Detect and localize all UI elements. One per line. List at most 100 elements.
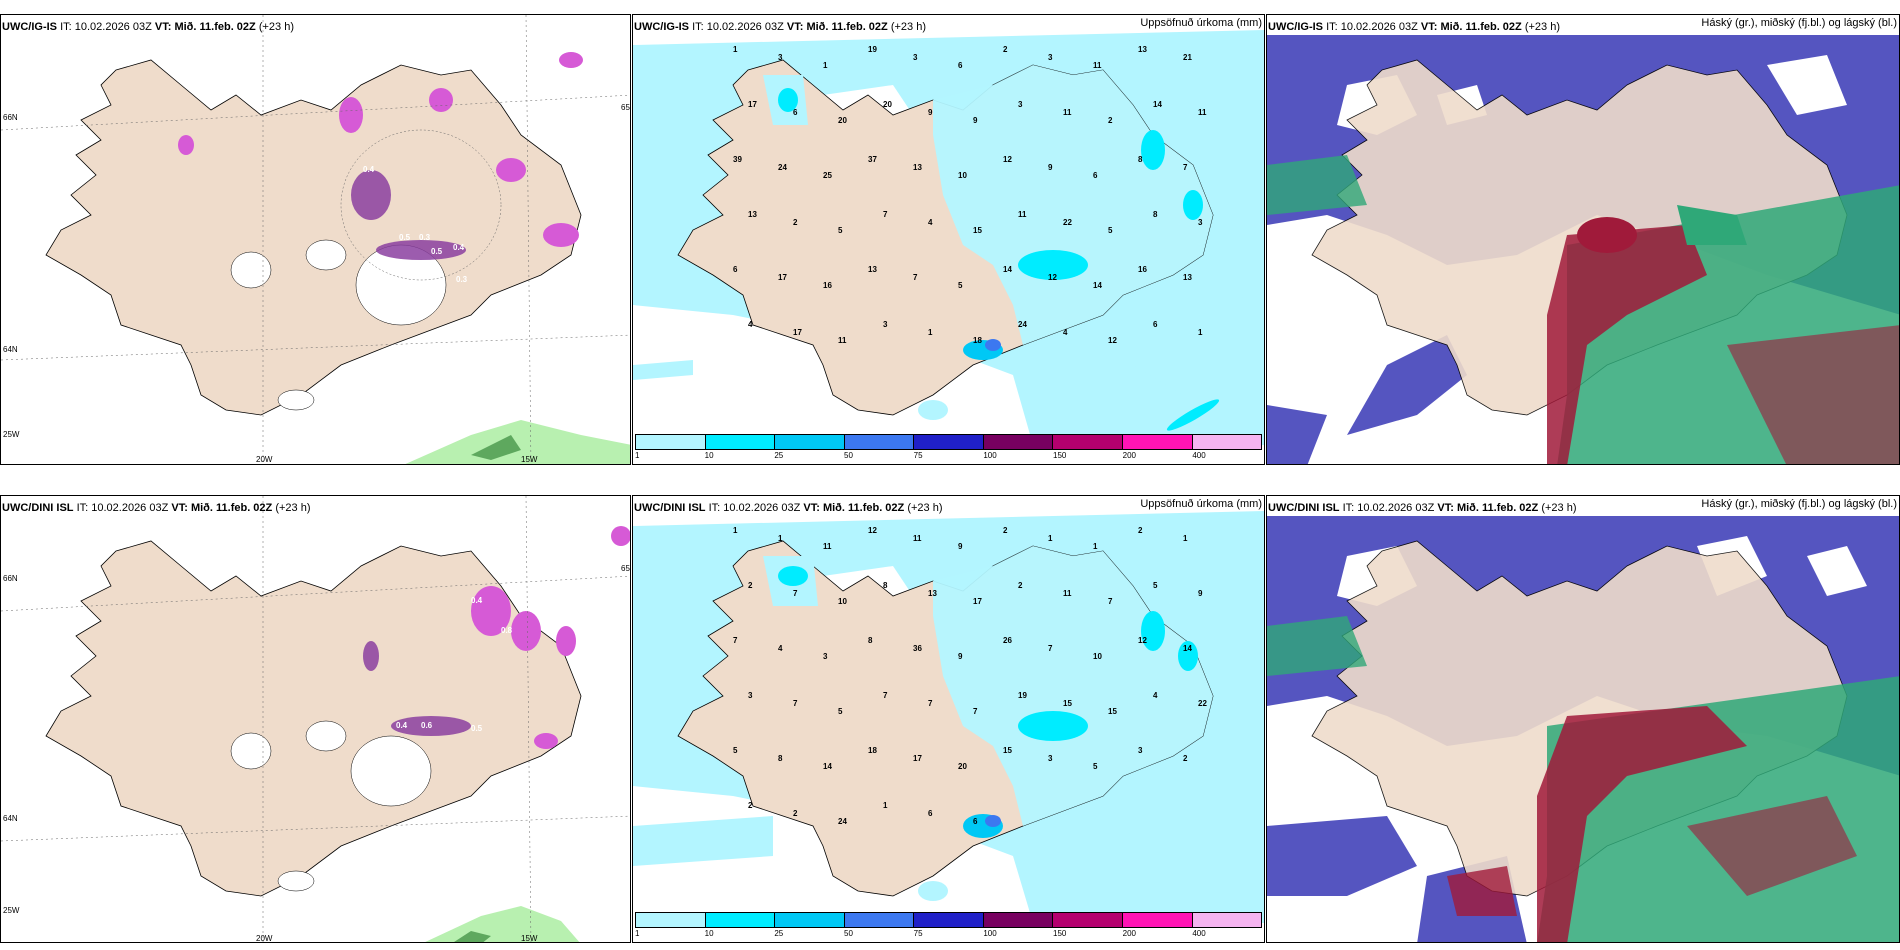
precip-amount-label: 25	[823, 171, 832, 180]
precip-amount-label: 14	[1093, 281, 1102, 290]
it-label: IT:	[692, 21, 704, 33]
colorbar-segment	[914, 435, 984, 449]
precip-amount-label: 14	[1153, 100, 1162, 109]
colorbar-segment	[983, 913, 1054, 927]
precip-amount-label: 10	[838, 597, 847, 606]
it-value: 10.02.2026 03Z	[1340, 21, 1418, 33]
precip-amount-label: 11	[1198, 108, 1207, 117]
it-label: IT:	[1342, 502, 1355, 514]
vt-value: Mið. 11.feb. 02Z	[822, 502, 905, 514]
colorbar-tick-label: 50	[844, 451, 853, 460]
precip-amount-label: 10	[958, 171, 967, 180]
precip-amount-label: 1	[1198, 328, 1203, 337]
precip-amount-label: 7	[1108, 597, 1113, 606]
precip-amount-label: 2	[1018, 581, 1023, 590]
colorbar-tick-label: 200	[1122, 929, 1137, 938]
precip-amount-label: 14	[1003, 265, 1012, 274]
panel-title-right: Háský (gr.), miðský (fj.bl.) og lágský (…	[1701, 498, 1897, 510]
precip-amount-label: 17	[973, 597, 982, 606]
precip-amount-label: 12	[1003, 155, 1012, 164]
precip-amount-label: 3	[1198, 218, 1203, 227]
precip-amount-label: 6	[958, 61, 963, 70]
precip-amount-label: 11	[1063, 589, 1072, 598]
it-value: 10.02.2026 03Z	[91, 502, 169, 514]
precip-amount-label: 7	[883, 210, 888, 219]
colorbar-labels: 1 10 25 50 75 100 150 200 400	[635, 451, 1262, 463]
lat-label-65n: 65N	[621, 564, 630, 573]
precip-amount-label: 6	[973, 817, 978, 826]
colorbar-segment	[844, 913, 915, 927]
precip-amount-label: 16	[1138, 265, 1147, 274]
precip-amount-label: 9	[973, 116, 978, 125]
colorbar-tick-label: 400	[1192, 451, 1206, 460]
precip-amount-label: 7	[793, 699, 798, 708]
colorbar-segment	[983, 435, 1054, 449]
colorbar-segment	[636, 913, 706, 927]
colorbar-tick-label: 100	[983, 929, 997, 938]
precip-amount-label: 6	[733, 265, 738, 274]
precip-value: 0.4	[471, 596, 483, 605]
precip-amount-label: 2	[1183, 754, 1188, 763]
lead-time: (+23 h)	[1524, 21, 1560, 33]
precip-amount-label: 1	[1183, 534, 1188, 543]
precip-value: 0.4	[363, 165, 375, 174]
precip-amount-label: 3	[778, 53, 783, 62]
map-panel-top-left: 66N 65N 64N 20W 15W 25W 0.5 0.3 0.4 0.5 …	[0, 14, 631, 465]
vt-value: Mið. 11.feb. 02Z	[190, 502, 273, 514]
precip-amount-label: 7	[883, 691, 888, 700]
precip-amount-label: 19	[868, 45, 877, 54]
vt-value: Mið. 11.feb. 02Z	[1456, 502, 1539, 514]
panel-header: UWC/IG-IS IT: 10.02.2026 03Z VT: Mið. 11…	[634, 21, 926, 33]
precip-amount-label: 17	[913, 754, 922, 763]
precip-value: 0.4	[453, 243, 465, 252]
precip-amount-label: 20	[883, 100, 892, 109]
colorbar-segment	[1192, 913, 1262, 927]
precip-amount-label: 13	[748, 210, 757, 219]
precip-amount-label: 7	[913, 273, 918, 282]
it-value: 10.02.2026 03Z	[1357, 502, 1435, 514]
precip-amount-label: 16	[823, 281, 832, 290]
precip-amount-label: 1	[1093, 542, 1098, 551]
precip-amount-label: 12	[1138, 636, 1147, 645]
precip-amount-label: 5	[733, 746, 738, 755]
it-label: IT:	[76, 502, 89, 514]
precip-amount-label: 11	[1063, 108, 1072, 117]
precip-amount-label: 8	[883, 581, 888, 590]
precip-amount-label: 3	[883, 320, 888, 329]
lat-label-65n: 65N	[621, 103, 630, 112]
precip-amount-label: 13	[928, 589, 937, 598]
precip-amount-label: 26	[1003, 636, 1012, 645]
lon-label-25w: 25W	[3, 906, 20, 915]
lon-label-20w: 20W	[256, 934, 273, 943]
precip-amount-label: 3	[1018, 100, 1023, 109]
precip-value: 0.5	[471, 724, 483, 733]
precip-value: 0.3	[419, 233, 431, 242]
vt-value: Mið. 11.feb. 02Z	[174, 21, 256, 33]
precip-amount-label: 9	[1048, 163, 1053, 172]
precip-amount-label: 17	[748, 100, 757, 109]
precip-amount-label: 7	[973, 707, 978, 716]
precip-amount-label: 20	[838, 116, 847, 125]
colorbar-segment	[636, 435, 706, 449]
precip-amount-label: 3	[748, 691, 753, 700]
lon-label-25w: 25W	[3, 430, 20, 439]
colorbar-segment	[705, 435, 776, 449]
precip-amount-label: 4	[1063, 328, 1068, 337]
lead-time: (+23 h)	[258, 21, 294, 33]
precip-amount-label: 2	[1003, 45, 1008, 54]
precip-amount-label: 1	[733, 526, 738, 535]
precip-amount-label: 3	[823, 652, 828, 661]
cloud-map-canvas	[1267, 15, 1899, 464]
colorbar-tick-label: 50	[844, 929, 853, 938]
colorbar-tick-label: 25	[774, 929, 784, 938]
model-name: UWC/DINI ISL	[2, 502, 74, 514]
colorbar-tick-label: 100	[983, 451, 997, 460]
precip-amount-label: 7	[1048, 644, 1053, 653]
precip-amount-label: 37	[868, 155, 877, 164]
lon-label-15w: 15W	[521, 455, 538, 464]
precip-amount-label: 8	[778, 754, 783, 763]
precip-amount-label: 14	[1183, 644, 1192, 653]
precip-value: 0.6	[421, 721, 433, 730]
precip-amount-label: 36	[913, 644, 922, 653]
panel-title-right: Uppsöfnuð úrkoma (mm)	[1140, 498, 1262, 510]
